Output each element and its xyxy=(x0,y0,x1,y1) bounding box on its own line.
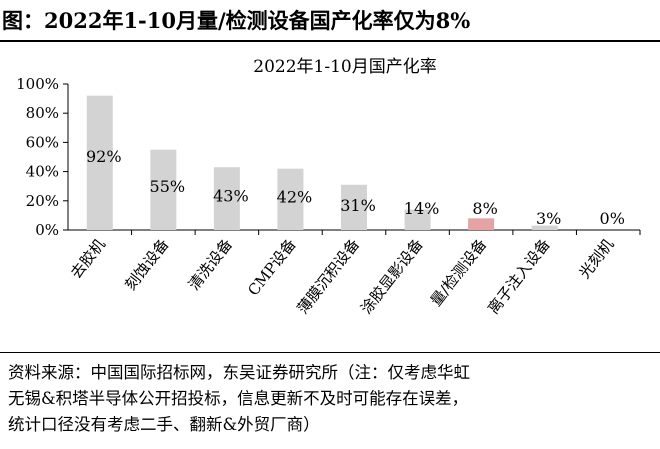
bar xyxy=(341,184,367,230)
data-label: 0% xyxy=(600,209,625,228)
bar xyxy=(213,167,240,230)
y-tick-label: 0% xyxy=(35,221,59,239)
source-note: 资料来源：中国国际招标网，东吴证券研究所（注：仅考虑华虹 无锡&积塔半导体公开招… xyxy=(8,360,654,438)
x-tick-label: CMP设备 xyxy=(244,235,299,299)
y-tick-label: 60% xyxy=(26,133,59,151)
x-tick-label: 薄膜沉积设备 xyxy=(294,235,364,317)
bar xyxy=(468,218,495,230)
x-tick-label: 涂胶显影设备 xyxy=(357,235,427,317)
data-label: 42% xyxy=(277,187,313,206)
y-tick-label: 80% xyxy=(26,104,59,122)
title-rule xyxy=(0,40,660,42)
bar xyxy=(404,209,431,230)
x-tick-label: 刻蚀设备 xyxy=(121,235,172,293)
y-tick-label: 40% xyxy=(26,163,59,181)
data-label: 43% xyxy=(213,186,249,205)
source-line: 资料来源：中国国际招标网，东吴证券研究所（注：仅考虑华虹 xyxy=(8,363,470,382)
source-line: 无锡&积塔半导体公开招投标，信息更新不及时可能存在误差， xyxy=(8,389,469,408)
source-rule xyxy=(0,352,660,353)
data-label: 3% xyxy=(536,209,561,228)
x-tick-label: 光刻机 xyxy=(575,235,617,282)
x-tick-label: 去胶机 xyxy=(67,235,109,282)
data-label: 92% xyxy=(86,147,122,166)
data-label: 55% xyxy=(150,177,186,196)
plot-area: 0% 20% 40% 60% 80% 100% 92% 去胶机 55% 刻蚀设备 43% 清洗设备 42… xyxy=(16,75,641,317)
bar xyxy=(150,149,177,230)
data-label: 31% xyxy=(340,196,376,215)
y-tick-label: 100% xyxy=(16,75,59,93)
y-tick-label: 20% xyxy=(26,192,59,210)
data-label: 8% xyxy=(472,199,497,218)
x-tick-label: 离子注入设备 xyxy=(484,235,554,317)
chart-title: 2022年1-10月国产化率 xyxy=(253,57,436,77)
bar xyxy=(277,168,304,230)
bar xyxy=(531,225,558,230)
data-label: 14% xyxy=(404,199,440,218)
x-tick-label: 量/检测设备 xyxy=(427,235,490,309)
source-line: 统计口径没有考虑二手、翻新&外贸厂商） xyxy=(8,415,320,434)
x-tick-label: 清洗设备 xyxy=(185,235,236,293)
figure-title: 图：2022年1-10月量/检测设备国产化率仅为8% xyxy=(2,8,471,33)
bar-chart: 2022年1-10月国产化率 0% 20% 40% 60% 80% 100% 92% 去胶机 5… xyxy=(16,57,641,317)
bar xyxy=(86,95,113,231)
